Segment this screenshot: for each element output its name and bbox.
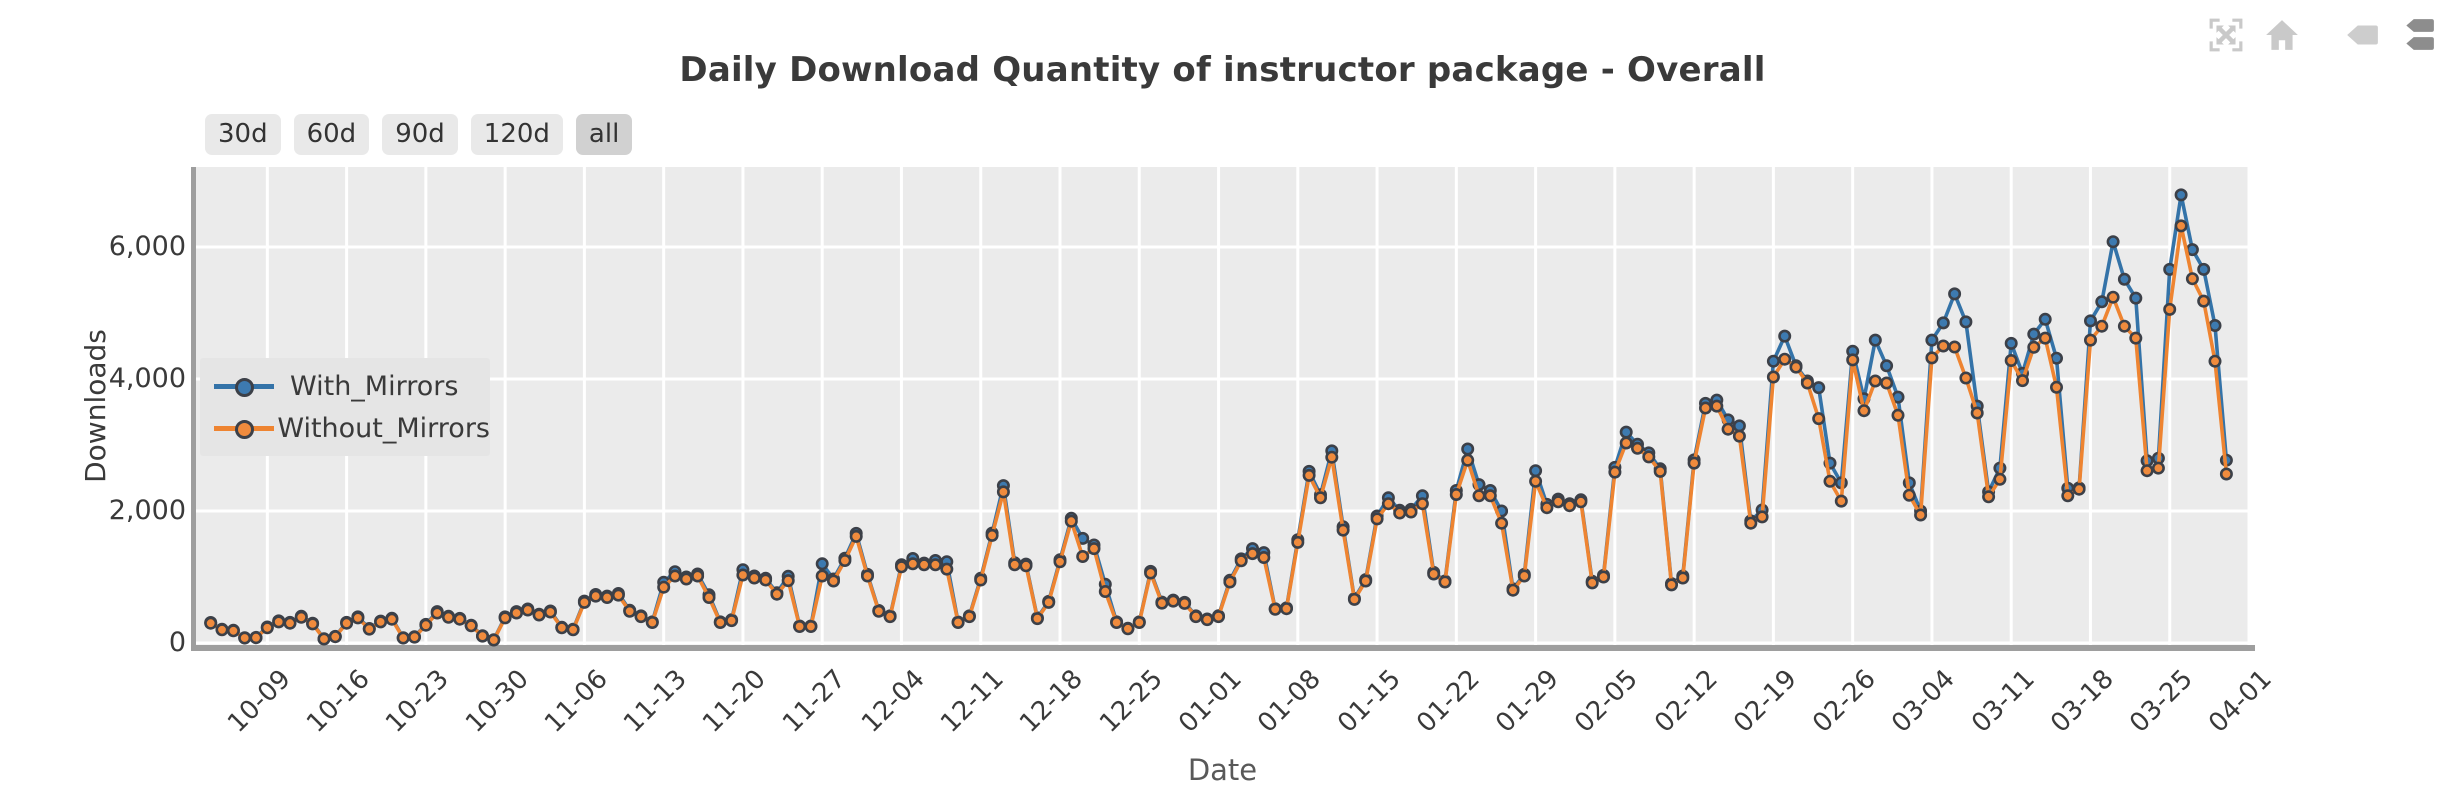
tooltip-multi-icon[interactable] — [2398, 16, 2438, 54]
chart-toolbar — [2206, 16, 2438, 54]
range-button-120d[interactable]: 120d — [470, 114, 563, 155]
legend-label: Without_Mirrors — [277, 412, 490, 444]
range-button-90d[interactable]: 90d — [382, 114, 458, 155]
chart-title: Daily Download Quantity of instructor pa… — [679, 50, 1766, 90]
legend: With_Mirrors Without_Mirrors — [200, 358, 490, 456]
fullscreen-icon[interactable] — [2206, 16, 2246, 54]
legend-label: With_Mirrors — [290, 370, 459, 402]
range-button-all[interactable]: all — [575, 114, 633, 155]
home-icon[interactable] — [2262, 16, 2302, 54]
range-button-30d[interactable]: 30d — [205, 114, 281, 155]
legend-item-with-mirrors: With_Mirrors — [214, 370, 490, 402]
tooltip-single-icon[interactable] — [2342, 16, 2382, 54]
y-tick-label: 2,000 — [108, 495, 186, 526]
range-button-60d[interactable]: 60d — [293, 114, 370, 155]
legend-marker-without-mirrors — [214, 412, 274, 444]
x-axis-label: Date — [1187, 753, 1258, 787]
y-tick-label: 4,000 — [108, 363, 186, 394]
range-button-row: 30d 60d 90d 120d all — [205, 114, 633, 155]
legend-item-without-mirrors: Without_Mirrors — [214, 412, 490, 444]
y-tick-label: 6,000 — [108, 231, 186, 262]
y-tick-label: 0 — [168, 627, 186, 658]
legend-marker-with-mirrors — [214, 370, 274, 402]
